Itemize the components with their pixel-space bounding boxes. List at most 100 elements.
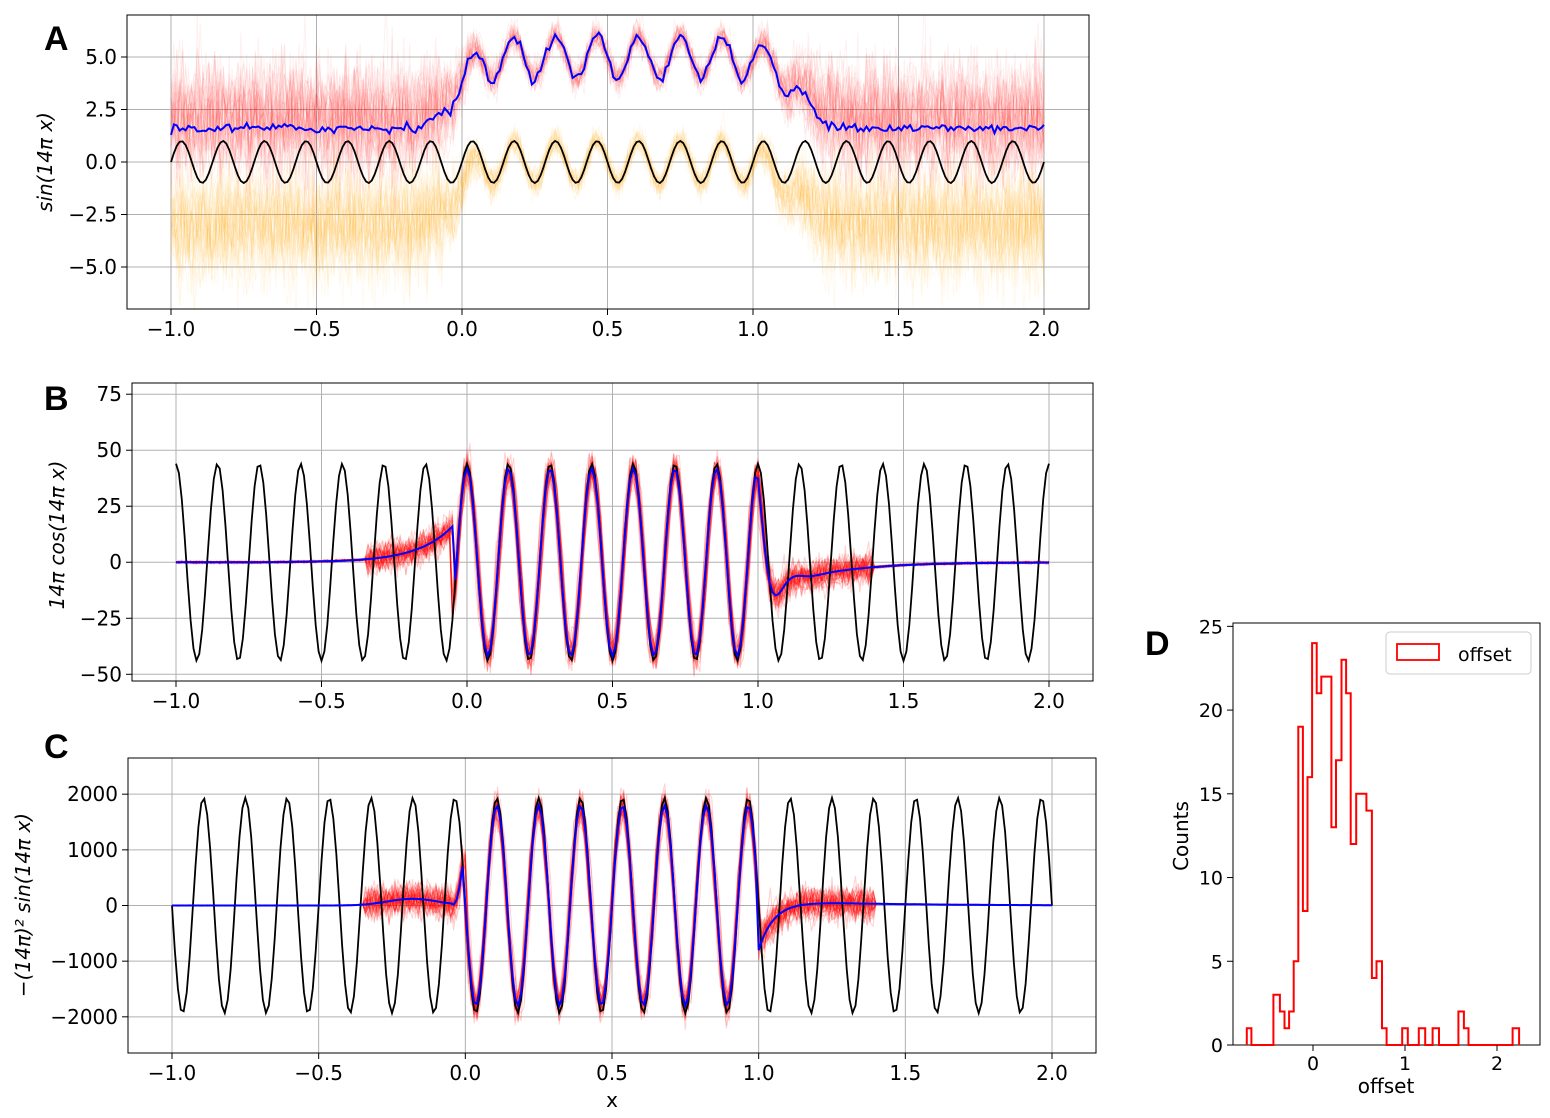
panel-b-xtick-label: 1.0 (742, 689, 774, 713)
sample-trace (170, 128, 1045, 309)
panel-d-ytick-label: 15 (1199, 784, 1223, 806)
sample-trace (170, 24, 1045, 193)
sample-trace (170, 22, 1045, 183)
sample-trace (170, 26, 1045, 200)
panel-a-ytick-label: −2.5 (68, 203, 117, 227)
sample-trace (175, 450, 1050, 668)
panel-d-xlabel: offset (1358, 1074, 1415, 1098)
panel-a-truth-line (170, 139, 1045, 185)
panel-b-xtick-label: 0.0 (451, 689, 483, 713)
panel-b-grid (132, 383, 1093, 681)
histogram-bin (1361, 794, 1367, 1045)
sample-trace (170, 123, 1045, 286)
panel-d-ytick-label: 10 (1199, 868, 1223, 890)
panel-c-ytick-label: 0 (105, 894, 118, 918)
sample-trace (170, 127, 1045, 299)
panel-d-ytick-label: 25 (1199, 616, 1223, 638)
sample-trace (170, 18, 1045, 180)
sample-trace (170, 129, 1045, 309)
sample-trace (170, 135, 1045, 309)
panel-a-ylabel: sin(14π x) (33, 112, 57, 212)
sample-trace (170, 125, 1045, 296)
histogram-bin (1284, 1028, 1289, 1045)
sample-trace (170, 25, 1045, 218)
sample-trace (170, 128, 1045, 294)
panel-a: −1.0 −0.5 0.0 0.5 1.0 1.5 2.0 5.0 2.5 0.0 −2.5 −5.0… (33, 14, 1090, 341)
panel-d-ylabel: Counts (1169, 801, 1193, 871)
panel-b-truth-line (175, 460, 1050, 664)
panel-a-xtick-label: 0.0 (446, 317, 478, 341)
panel-a-xtick-label: 2.0 (1028, 317, 1060, 341)
sample-trace (170, 124, 1045, 309)
panel-b-ytick-label: −25 (80, 606, 122, 630)
histogram-bin (1303, 911, 1308, 1045)
sample-trace (170, 19, 1045, 223)
panel-d-legend: offset (1385, 631, 1532, 675)
sample-trace (170, 22, 1045, 201)
panel-c-xtick-label: 2.0 (1036, 1061, 1068, 1085)
panel-b-xtick-label: −0.5 (297, 689, 346, 713)
sample-trace (170, 126, 1045, 286)
panel-d-xtick-label: 1 (1399, 1053, 1411, 1075)
panel-b-xtick-label: 2.0 (1033, 689, 1065, 713)
panel-d-xtick-label: 2 (1491, 1053, 1503, 1075)
sample-trace (170, 124, 1045, 297)
sample-trace (170, 130, 1045, 294)
sample-trace (170, 131, 1045, 309)
panel-d-histogram (1245, 642, 1521, 1046)
histogram-bin (1351, 844, 1357, 1045)
sample-trace (170, 24, 1045, 210)
panel-d-ytick-label: 5 (1211, 951, 1223, 973)
panel-c-ticks: −1.0 −0.5 0.0 0.5 1.0 1.5 2.0 2000 1000 0 −1000 −20… (50, 782, 1068, 1085)
sample-trace (170, 126, 1045, 297)
panel-d: 0 1 2 25 20 15 10 5 0 Counts offset offset (1169, 616, 1541, 1098)
panel-c-ytick-label: 1000 (67, 838, 118, 862)
panel-c-mean-line (172, 802, 1052, 1009)
panel-c-ytick-label: −1000 (50, 949, 118, 973)
sample-trace (170, 123, 1045, 308)
panel-b-ticks: −1.0 −0.5 0.0 0.5 1.0 1.5 2.0 75 50 25 0 −25 −50 (80, 382, 1065, 713)
sample-trace (170, 127, 1045, 306)
panel-b-ytick-label: 75 (97, 382, 122, 406)
panel-c-ylabel: −(14π)² sin(14π x) (11, 813, 35, 997)
sample-trace (170, 19, 1045, 192)
panel-b-ytick-label: 25 (97, 494, 122, 518)
panel-c-xtick-label: −0.5 (294, 1061, 343, 1085)
panel-a-xtick-label: −1.0 (147, 317, 196, 341)
sample-trace (170, 120, 1045, 298)
panel-c-xtick-label: 0.5 (596, 1061, 628, 1085)
panel-c-xtick-label: 1.5 (889, 1061, 921, 1085)
sample-trace (170, 129, 1045, 294)
panel-b: −1.0 −0.5 0.0 0.5 1.0 1.5 2.0 75 50 25 0 −25 −50 14π… (45, 382, 1094, 713)
panel-c-ytick-label: −2000 (50, 1005, 118, 1029)
sample-trace (170, 22, 1045, 209)
sample-trace (170, 125, 1045, 291)
sample-trace (170, 123, 1045, 308)
legend-box (1385, 631, 1532, 675)
sample-trace (170, 128, 1045, 309)
histogram-bin (1317, 693, 1322, 1045)
sample-trace (170, 129, 1045, 306)
histogram-step (1245, 642, 1521, 1046)
sample-trace (170, 127, 1045, 297)
panel-b-ytick-label: −50 (80, 662, 122, 686)
panel-c-xtick-label: 0.0 (449, 1061, 481, 1085)
panel-d-frame (1232, 622, 1541, 1046)
panel-b-ytick-label: 0 (109, 550, 122, 574)
sample-trace (170, 22, 1045, 212)
panel-label-c: C (44, 728, 69, 766)
sample-trace (170, 124, 1045, 304)
panel-label-d: D (1145, 625, 1170, 663)
sample-trace (170, 23, 1045, 217)
panel-a-ticks: −1.0 −0.5 0.0 0.5 1.0 1.5 2.0 5.0 2.5 0.0 −2.5 −5.0 (68, 45, 1059, 341)
sample-trace (170, 129, 1045, 298)
panel-c-xlabel: x (606, 1088, 618, 1112)
panel-a-xtick-label: −0.5 (292, 317, 341, 341)
panel-a-xtick-label: 1.5 (883, 317, 915, 341)
panel-c-ytick-label: 2000 (67, 782, 118, 806)
panel-b-ytick-label: 50 (97, 438, 122, 462)
sample-trace (170, 24, 1045, 198)
panel-a-ytick-label: 5.0 (85, 45, 117, 69)
panel-d-ytick-label: 0 (1211, 1035, 1223, 1057)
